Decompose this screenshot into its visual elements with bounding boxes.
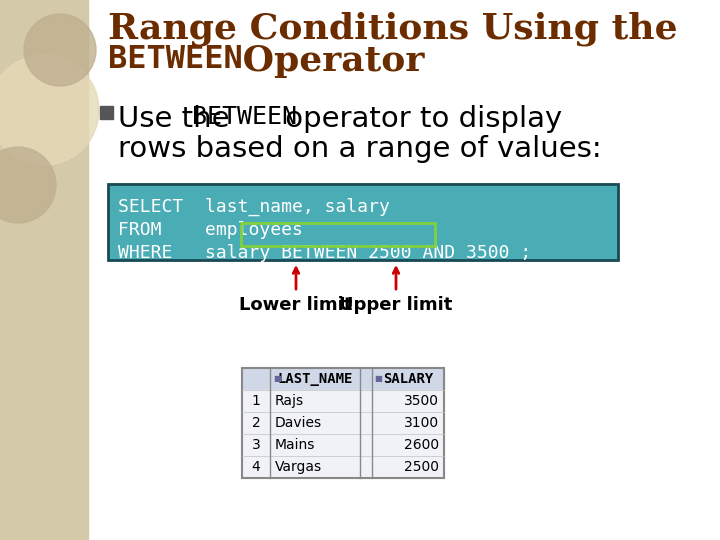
Text: 2500: 2500 <box>404 460 439 474</box>
Circle shape <box>0 147 56 223</box>
Text: Vargas: Vargas <box>275 460 322 474</box>
Bar <box>242 412 444 434</box>
Circle shape <box>24 14 96 86</box>
Text: Operator: Operator <box>230 44 424 78</box>
Text: ■: ■ <box>374 375 382 383</box>
Text: Mains: Mains <box>275 438 315 452</box>
Text: Range Conditions Using the: Range Conditions Using the <box>108 12 678 46</box>
Text: Lower limit: Lower limit <box>239 296 353 314</box>
Bar <box>242 368 444 390</box>
Circle shape <box>0 55 99 165</box>
Bar <box>108 184 618 260</box>
Text: WHERE   salary BETWEEN 2500 AND 3500 ;: WHERE salary BETWEEN 2500 AND 3500 ; <box>118 244 531 262</box>
Bar <box>242 434 444 456</box>
Text: 1: 1 <box>251 394 261 408</box>
Text: BETWEEN: BETWEEN <box>192 105 297 129</box>
Text: FROM    employees: FROM employees <box>118 221 303 239</box>
Bar <box>242 368 444 478</box>
Text: 4: 4 <box>251 460 261 474</box>
Text: operator to display: operator to display <box>276 105 562 133</box>
Text: rows based on a range of values:: rows based on a range of values: <box>118 135 602 163</box>
Bar <box>242 390 444 412</box>
Text: 2: 2 <box>251 416 261 430</box>
Text: 3: 3 <box>251 438 261 452</box>
Text: SALARY: SALARY <box>383 372 433 386</box>
Text: 2600: 2600 <box>404 438 439 452</box>
Bar <box>0 0 88 540</box>
Text: Davies: Davies <box>275 416 322 430</box>
Text: SELECT  last_name, salary: SELECT last_name, salary <box>118 198 390 216</box>
Text: ■: ■ <box>273 375 281 383</box>
Text: Rajs: Rajs <box>275 394 304 408</box>
Bar <box>100 106 113 119</box>
Text: Use the: Use the <box>118 105 239 133</box>
Text: LAST_NAME: LAST_NAME <box>277 372 353 386</box>
Text: 3100: 3100 <box>404 416 439 430</box>
Bar <box>242 456 444 478</box>
Bar <box>108 184 618 260</box>
Text: 3500: 3500 <box>404 394 439 408</box>
Text: Upper limit: Upper limit <box>339 296 453 314</box>
Text: BETWEEN: BETWEEN <box>108 44 243 75</box>
Bar <box>241 223 435 246</box>
